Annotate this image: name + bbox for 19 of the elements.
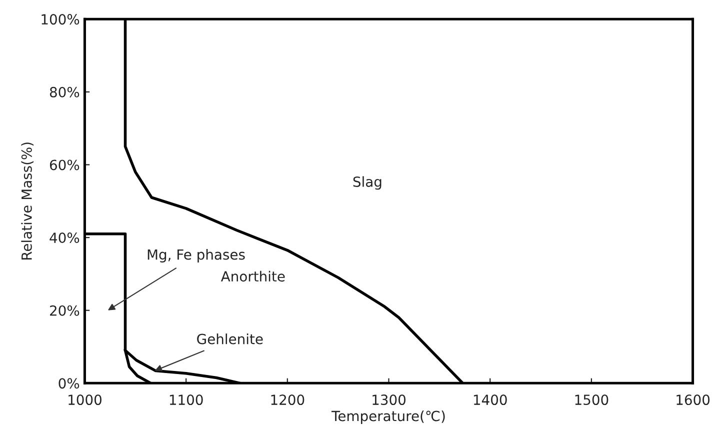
x-tick-label: 1300 xyxy=(372,394,406,406)
y-axis-title: Relative Mass(%) xyxy=(21,142,34,260)
y-tick-label: 100% xyxy=(42,14,80,25)
y-tick-label: 0% xyxy=(58,378,80,389)
x-tick-label: 1200 xyxy=(271,394,304,406)
x-tick-label: 1400 xyxy=(474,394,507,406)
y-tick-label: 40% xyxy=(50,232,80,244)
x-tick-label: 1000 xyxy=(68,394,102,406)
annotation: Anorthite xyxy=(220,270,285,282)
y-tick-label: 60% xyxy=(50,160,80,170)
x-tick-label: 1100 xyxy=(170,394,203,406)
x-axis-title: Temperature(℃) xyxy=(332,410,445,424)
annotation: Mg, Fe phases xyxy=(148,249,245,262)
x-tick-label: 1600 xyxy=(676,394,710,406)
y-tick-label: 20% xyxy=(50,305,80,316)
x-tick-label: 1500 xyxy=(575,394,608,406)
annotation: Slag xyxy=(353,176,382,190)
annotation: Gehlenite xyxy=(197,334,263,344)
y-tick-label: 80% xyxy=(50,86,80,98)
